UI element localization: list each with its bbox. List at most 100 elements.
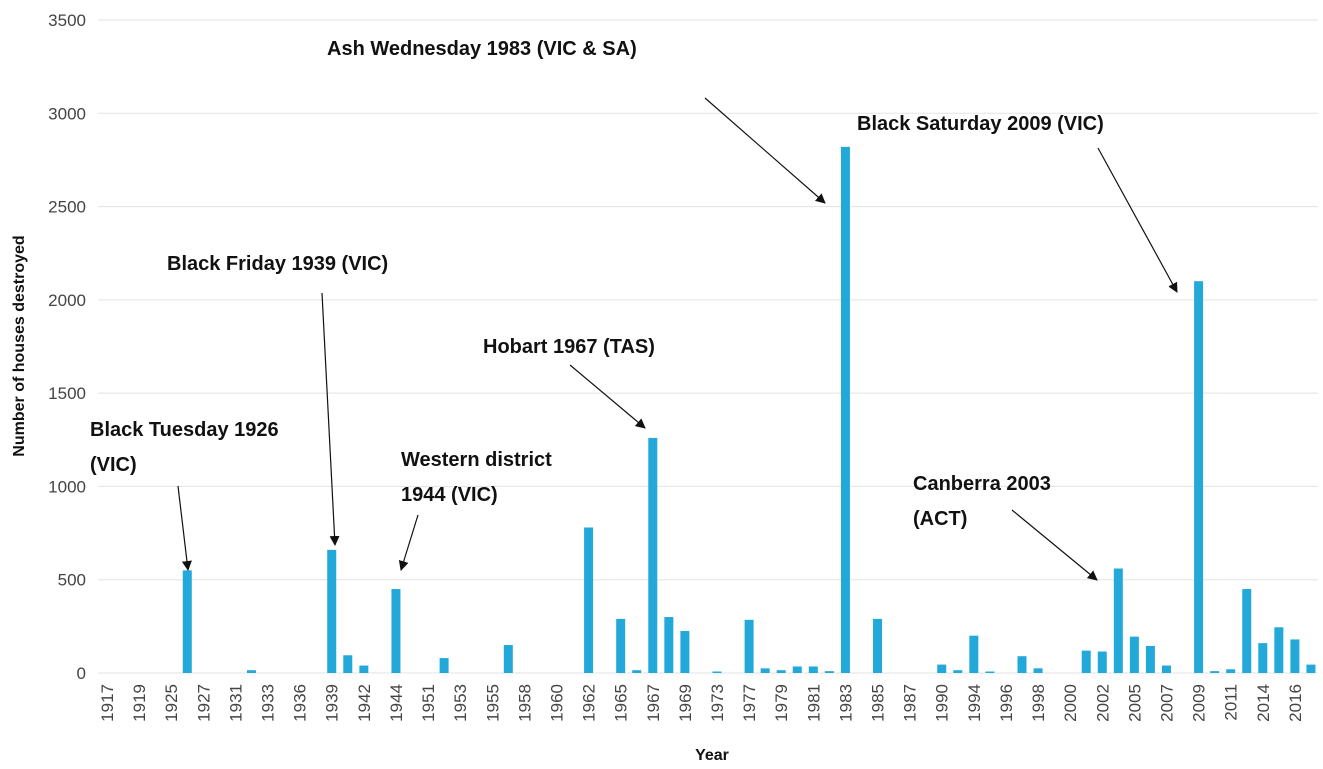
x-tick-label: 1917 xyxy=(98,684,117,722)
bar xyxy=(1145,645,1155,673)
bar xyxy=(503,645,513,673)
x-tick-label: 1981 xyxy=(804,684,823,722)
bar xyxy=(953,670,963,673)
y-tick-label: 0 xyxy=(77,664,86,683)
x-tick-label: 2011 xyxy=(1222,684,1241,721)
bar xyxy=(1033,668,1043,673)
annotation: Hobart 1967 (TAS) xyxy=(483,336,655,358)
annotation: Ash Wednesday 1983 (VIC & SA) xyxy=(327,38,637,60)
bar xyxy=(985,671,995,673)
x-tick-label: 2016 xyxy=(1286,684,1305,722)
x-tick-label: 1985 xyxy=(869,684,888,722)
bar xyxy=(824,671,834,673)
x-tick-label: 1927 xyxy=(194,684,213,722)
bar xyxy=(1306,664,1316,673)
bar xyxy=(439,658,449,673)
x-tick-label: 1990 xyxy=(933,684,952,722)
x-tick-label: 1977 xyxy=(740,684,759,722)
bar xyxy=(1258,643,1268,673)
annotation-arrow xyxy=(321,292,340,546)
bar xyxy=(712,671,722,673)
y-tick-label: 500 xyxy=(58,571,86,590)
x-tick-label: 1953 xyxy=(451,684,470,722)
bar xyxy=(584,527,594,673)
x-tick-label: 1960 xyxy=(547,684,566,722)
bar xyxy=(744,619,754,673)
x-tick-label: 2005 xyxy=(1125,684,1144,722)
x-tick-label: 2009 xyxy=(1190,684,1209,722)
x-tick-label: 1962 xyxy=(580,684,599,722)
x-tick-label: 2000 xyxy=(1061,684,1080,722)
annotation: Canberra 2003 xyxy=(913,473,1051,495)
annotation: 1944 (VIC) xyxy=(401,484,498,506)
bar xyxy=(1161,665,1171,673)
x-axis-label: Year xyxy=(695,747,729,764)
bar xyxy=(808,666,818,673)
bar xyxy=(359,665,369,673)
x-tick-label: 1996 xyxy=(997,684,1016,722)
y-tick-label: 3000 xyxy=(48,104,86,123)
x-tick-label: 1994 xyxy=(965,684,984,722)
bar xyxy=(1210,671,1220,673)
x-tick-label: 1944 xyxy=(387,684,406,722)
x-tick-label: 1973 xyxy=(708,684,727,722)
x-tick-label: 2014 xyxy=(1254,684,1273,722)
x-tick-label: 1967 xyxy=(644,684,663,722)
annotation: Black Friday 1939 (VIC) xyxy=(167,253,388,275)
x-tick-label: 1969 xyxy=(676,684,695,722)
bar xyxy=(1274,627,1284,673)
bar xyxy=(680,631,690,673)
bar xyxy=(664,617,674,673)
bar xyxy=(327,549,337,673)
annotation-arrow xyxy=(398,514,419,571)
bar xyxy=(246,670,256,673)
bar xyxy=(616,618,626,673)
annotation-arrow xyxy=(569,364,646,429)
bar xyxy=(1097,651,1107,673)
annotation: Western district xyxy=(401,449,552,471)
x-tick-label: 1942 xyxy=(355,684,374,722)
y-axis-label: Number of houses destroyed xyxy=(11,235,28,456)
bar xyxy=(1081,650,1091,673)
bar xyxy=(840,146,850,673)
bar xyxy=(648,437,658,673)
bar xyxy=(343,655,353,673)
y-tick-label: 1500 xyxy=(48,384,86,403)
bar xyxy=(776,670,786,673)
x-tick-label: 1955 xyxy=(483,684,502,722)
bar xyxy=(182,570,192,673)
x-tick-label: 1936 xyxy=(291,684,310,722)
x-tick-label: 1939 xyxy=(323,684,342,722)
annotation-arrow xyxy=(704,97,826,204)
y-tick-label: 2500 xyxy=(48,198,86,217)
bar xyxy=(1290,639,1300,673)
annotation-arrow xyxy=(1011,509,1098,581)
bar xyxy=(1129,636,1139,673)
x-tick-label: 1931 xyxy=(226,684,245,722)
bar xyxy=(1017,656,1027,673)
x-tick-label: 1933 xyxy=(259,684,278,722)
x-tick-label: 1958 xyxy=(515,684,534,722)
x-tick-label: 2002 xyxy=(1093,684,1112,722)
x-tick-label: 1998 xyxy=(1029,684,1048,722)
annotation-arrow xyxy=(177,485,192,571)
bar xyxy=(792,666,802,673)
bar xyxy=(1226,669,1236,673)
annotation: (VIC) xyxy=(90,454,137,476)
x-tick-label: 1951 xyxy=(419,684,438,722)
bar xyxy=(391,589,401,673)
y-tick-label: 1000 xyxy=(48,477,86,496)
x-tick-label: 1987 xyxy=(901,684,920,722)
annotation: Black Tuesday 1926 xyxy=(90,419,279,441)
bar xyxy=(632,670,642,673)
x-tick-label: 1925 xyxy=(162,684,181,722)
bar xyxy=(969,635,979,673)
bar xyxy=(1113,568,1123,673)
annotation: (ACT) xyxy=(913,508,967,530)
bar xyxy=(873,618,883,673)
annotation: Black Saturday 2009 (VIC) xyxy=(857,113,1104,135)
y-tick-label: 2000 xyxy=(48,291,86,310)
y-tick-label: 3500 xyxy=(48,11,86,30)
